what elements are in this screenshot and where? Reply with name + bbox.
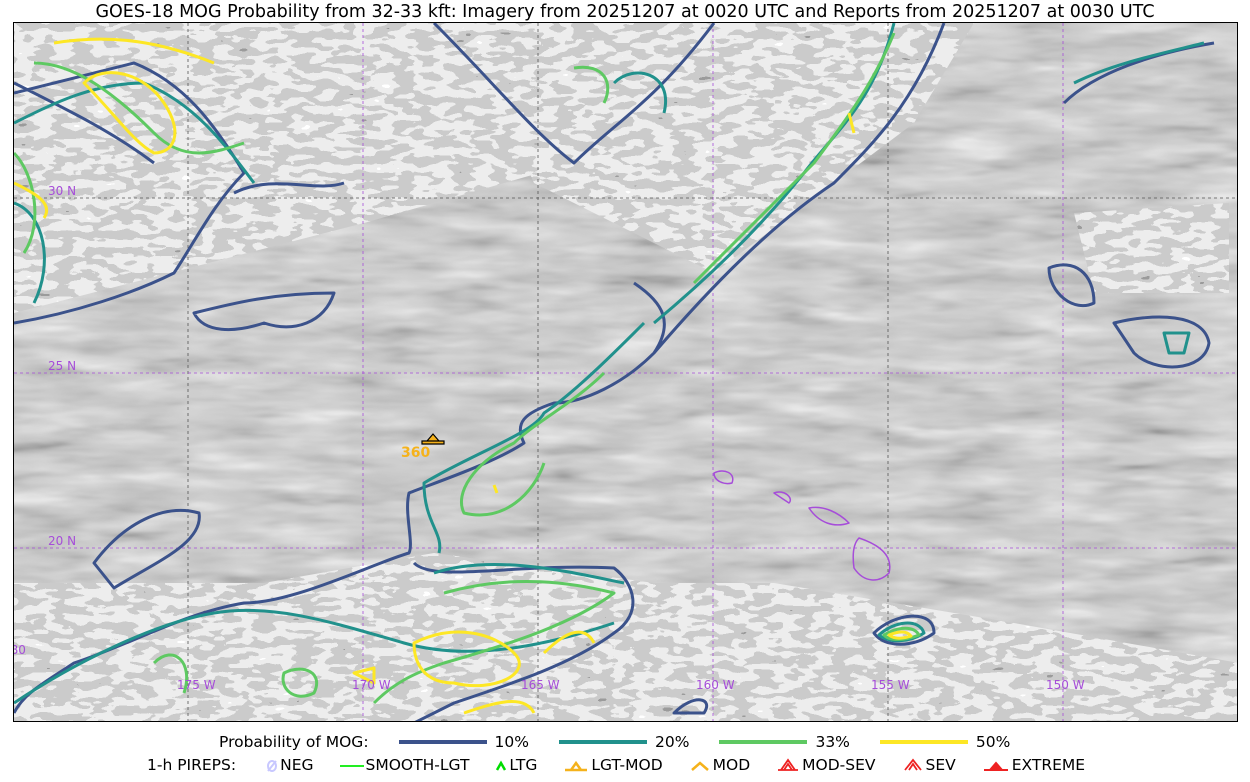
map-canvas: 180 175 W 170 W 165 W 160 W 155 W 150 W … [14,23,1237,721]
pirep-legend-extreme: EXTREME [1011,756,1086,774]
legend-swatch-33 [719,740,808,744]
ltg-icon [496,760,507,771]
pirep-legend-mod-sev: MOD-SEV [802,756,876,774]
legend-label-33: 33% [815,733,850,751]
satellite-map: 180 175 W 170 W 165 W 160 W 155 W 150 W … [13,22,1238,722]
lon-label-170w: 170 W [352,678,391,692]
legend-swatch-50 [879,740,968,744]
pirep-legend-smooth-lgt: SMOOTH-LGT [365,756,470,774]
lon-label-175w: 175 W [177,678,216,692]
pireps-legend: 1-h PIREPS: NEG SMOOTH-LGT LTG LGT-MOD M… [147,756,1085,774]
pirep-legend-mod: MOD [712,756,751,774]
legend-label-20: 20% [655,733,690,751]
pireps-legend-title: 1-h PIREPS: [147,756,237,774]
legend-label-50: 50% [975,733,1011,751]
legend-swatch-20 [559,740,647,744]
lat-label-30n: 30 N [48,184,76,198]
contour-10pct [14,23,1215,721]
pirep-legend-sev: SEV [925,756,956,774]
probability-legend-title: Probability of MOG: [219,733,369,751]
legend-label-10: 10% [494,733,529,751]
contour-50pct [14,37,913,715]
extreme-icon [983,761,1008,771]
pirep-lgt-mod-icon[interactable] [421,433,445,445]
lon-label-155w: 155 W [871,678,910,692]
mog-contours [14,23,1215,721]
contour-33pct [14,32,921,705]
smooth-lgt-icon [339,765,364,767]
neg-icon [267,760,278,772]
probability-legend: Probability of MOG: 10% 20% 33% 50% [219,733,1010,751]
hawaii-coastline [713,470,891,581]
legend-swatch-10 [398,740,487,744]
lon-label-180: 180 [14,643,26,657]
mod-icon [690,761,709,771]
sev-icon [903,758,922,771]
lon-label-160w: 160 W [696,678,735,692]
pirep-altitude-label: 360 [401,445,430,461]
pirep-legend-lgt-mod: LGT-MOD [591,756,663,774]
lat-label-25n: 25 N [48,359,76,373]
chart-title: GOES-18 MOG Probability from 32-33 kft: … [95,2,1155,22]
pirep-legend-neg: NEG [280,756,314,774]
lgt-mod-icon [565,760,588,772]
pirep-legend-ltg: LTG [509,756,538,774]
lat-label-20n: 20 N [48,534,76,548]
lon-label-150w: 150 W [1046,678,1085,692]
mod-sev-icon [778,758,799,771]
lat-lon-grid [14,23,1237,721]
lon-label-165w: 165 W [521,678,560,692]
